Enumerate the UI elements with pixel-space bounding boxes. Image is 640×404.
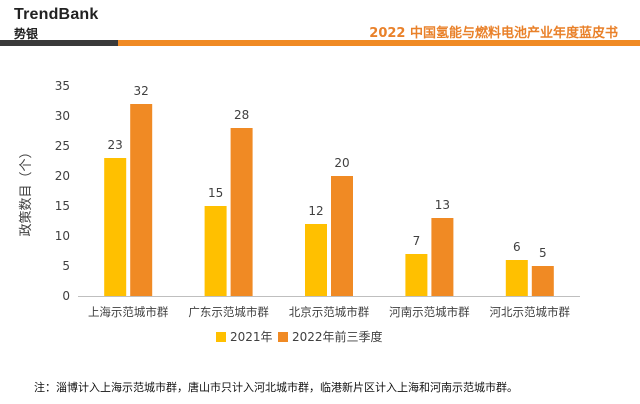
header-accent-bar — [0, 40, 640, 46]
bar-value-label: 5 — [539, 246, 547, 260]
x-tick-label: 河北示范城市群 — [490, 305, 571, 319]
x-tick-label: 广东示范城市群 — [188, 305, 269, 319]
y-tick-label: 0 — [62, 289, 70, 303]
bars — [104, 104, 554, 296]
brand-logo: TrendBank 势银 — [14, 6, 99, 42]
bar-2021-1 — [204, 206, 227, 296]
legend-label: 2022年前三季度 — [292, 329, 383, 344]
legend-label: 2021年 — [230, 330, 273, 344]
y-tick-label: 35 — [55, 79, 70, 93]
legend-swatch — [216, 332, 226, 342]
bar-2021-0 — [104, 158, 127, 296]
bar-value-label: 6 — [513, 240, 521, 254]
bar-value-label: 13 — [435, 198, 450, 212]
bar-value-label: 15 — [208, 186, 223, 200]
x-tick-label: 北京示范城市群 — [289, 305, 370, 319]
y-tick-label: 30 — [55, 109, 70, 123]
x-axis-labels: 上海示范城市群 广东示范城市群 北京示范城市群 河南示范城市群 河北示范城市群 — [88, 305, 571, 319]
header-dark-bar — [0, 40, 118, 46]
y-axis-title: 政策数目（个） — [18, 145, 34, 236]
bar-value-label: 32 — [134, 84, 149, 98]
footnote: 注：淄博计入上海示范城市群，唐山市只计入河北城市群，临港新片区计入上海和河南示范… — [34, 381, 518, 394]
bar-value-label: 12 — [308, 204, 323, 218]
bar-value-label: 23 — [108, 138, 123, 152]
y-tick-label: 10 — [55, 229, 70, 243]
bar-2022q3-3 — [431, 218, 454, 296]
y-axis-ticks: 0 5 10 15 20 25 30 35 — [55, 79, 70, 303]
legend-swatch — [278, 332, 288, 342]
x-tick-label: 河南示范城市群 — [389, 305, 470, 319]
y-tick-label: 5 — [62, 259, 70, 273]
report-title: 2022 中国氢能与燃料电池产业年度蓝皮书 — [369, 26, 618, 41]
bar-2021-2 — [305, 224, 327, 296]
bar-value-label: 28 — [234, 108, 249, 122]
bar-value-labels: 23 32 15 28 12 20 7 13 6 5 — [108, 84, 547, 260]
bar-2022q3-2 — [331, 176, 353, 296]
x-tick-label: 上海示范城市群 — [88, 305, 169, 319]
bar-2022q3-4 — [531, 266, 554, 296]
bar-2021-3 — [405, 254, 428, 296]
bar-value-label: 7 — [413, 234, 421, 248]
y-tick-label: 15 — [55, 199, 70, 213]
brand-name-cn: 势银 — [14, 27, 39, 41]
legend: 2021年 2022年前三季度 — [216, 329, 383, 344]
bar-2022q3-0 — [130, 104, 153, 296]
bar-2022q3-1 — [230, 128, 253, 296]
brand-name-en: TrendBank — [14, 6, 99, 23]
bar-value-label: 20 — [334, 156, 349, 170]
bar-2021-4 — [505, 260, 528, 296]
y-tick-label: 20 — [55, 169, 70, 183]
y-tick-label: 25 — [55, 139, 70, 153]
